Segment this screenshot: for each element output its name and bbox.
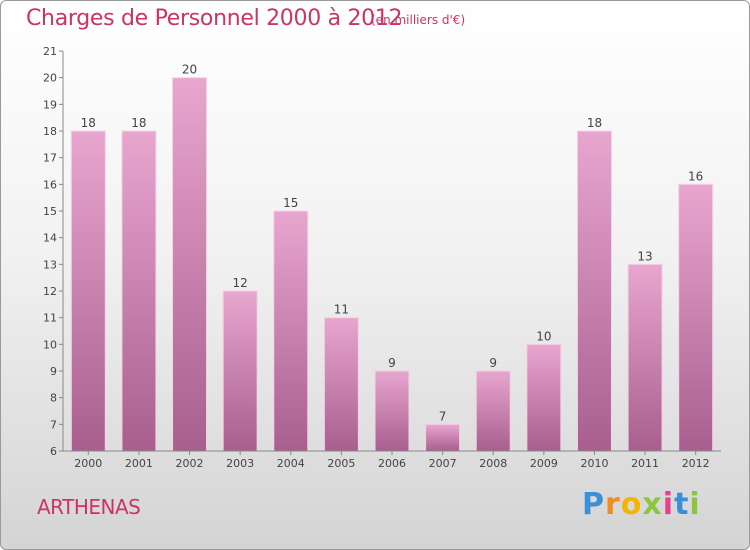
bar xyxy=(374,370,410,452)
x-tick-label: 2009 xyxy=(530,457,558,470)
bar-value-label: 18 xyxy=(131,116,146,130)
y-tick-label: 14 xyxy=(43,232,57,245)
y-tick-label: 18 xyxy=(43,125,57,138)
logo-letter: t xyxy=(674,487,690,522)
y-tick-label: 12 xyxy=(43,285,57,298)
bars: 18 18 20 12 15 11 9 7 9 10 18 13 16 xyxy=(70,63,714,452)
bar-value-label: 7 xyxy=(439,409,447,423)
x-tick-label: 2011 xyxy=(631,457,659,470)
bar-value-label: 9 xyxy=(489,356,497,370)
bar xyxy=(627,263,663,452)
logo-letter: i xyxy=(689,487,701,522)
bar-value-label: 20 xyxy=(182,63,197,77)
y-tick-label: 15 xyxy=(43,205,57,218)
x-tick-label: 2006 xyxy=(378,457,406,470)
logo-letter: i xyxy=(662,487,675,522)
bar-value-label: 18 xyxy=(587,116,602,130)
bar-value-label: 9 xyxy=(388,356,396,370)
y-axis: 6 7 8 9 10 11 12 13 14 15 16 17 18 19 20 21 xyxy=(43,45,64,458)
y-tick-label: 19 xyxy=(43,98,57,111)
logo-letter: P xyxy=(582,487,605,522)
x-tick-label: 2002 xyxy=(176,457,204,470)
y-tick-label: 9 xyxy=(50,365,57,378)
x-tick-label: 2000 xyxy=(74,457,102,470)
x-tick-label: 2007 xyxy=(429,457,457,470)
bar xyxy=(475,370,511,452)
bar-value-label: 13 xyxy=(637,249,652,263)
bar xyxy=(70,130,106,452)
chart-title: Charges de Personnel 2000 à 2012 xyxy=(26,6,403,31)
bar xyxy=(273,210,309,452)
x-tick-label: 2008 xyxy=(479,457,507,470)
x-tick-label: 2001 xyxy=(125,457,153,470)
bar-value-label: 12 xyxy=(233,276,248,290)
x-tick-label: 2003 xyxy=(226,457,254,470)
commune-name: ARTHENAS xyxy=(37,495,141,519)
bar-value-label: 16 xyxy=(688,169,703,183)
y-tick-label: 20 xyxy=(43,72,57,85)
logo-letter: x xyxy=(642,487,663,522)
x-tick-label: 2012 xyxy=(682,457,710,470)
bar xyxy=(526,343,562,452)
logo-letter: r xyxy=(605,487,621,522)
bar xyxy=(678,183,714,452)
bar-value-label: 18 xyxy=(81,116,96,130)
y-tick-label: 11 xyxy=(43,312,57,325)
y-tick-label: 8 xyxy=(50,392,57,405)
chart-subtitle: (en milliers d'€) xyxy=(371,13,466,27)
bar xyxy=(121,130,157,452)
x-tick-label: 2010 xyxy=(580,457,608,470)
logo-letter: o xyxy=(620,487,643,522)
x-tick-label: 2005 xyxy=(327,457,355,470)
y-tick-label: 10 xyxy=(43,338,57,351)
y-tick-label: 21 xyxy=(43,45,57,58)
bar xyxy=(425,423,461,452)
bar xyxy=(222,290,258,452)
x-tick-label: 2004 xyxy=(277,457,305,470)
bar xyxy=(576,130,612,452)
proxiti-logo: Proxiti xyxy=(582,487,701,522)
bar xyxy=(172,77,208,452)
y-tick-label: 17 xyxy=(43,152,57,165)
bar-value-label: 11 xyxy=(334,303,349,317)
bar-value-label: 15 xyxy=(283,196,298,210)
bar xyxy=(323,317,359,452)
y-tick-label: 6 xyxy=(50,445,57,458)
y-tick-label: 7 xyxy=(50,418,57,431)
y-tick-label: 16 xyxy=(43,178,57,191)
bar-value-label: 10 xyxy=(536,329,551,343)
y-tick-label: 13 xyxy=(43,258,57,271)
x-axis: 2000 2001 2002 2003 2004 2005 2006 2007 2008 2009… xyxy=(63,450,721,470)
